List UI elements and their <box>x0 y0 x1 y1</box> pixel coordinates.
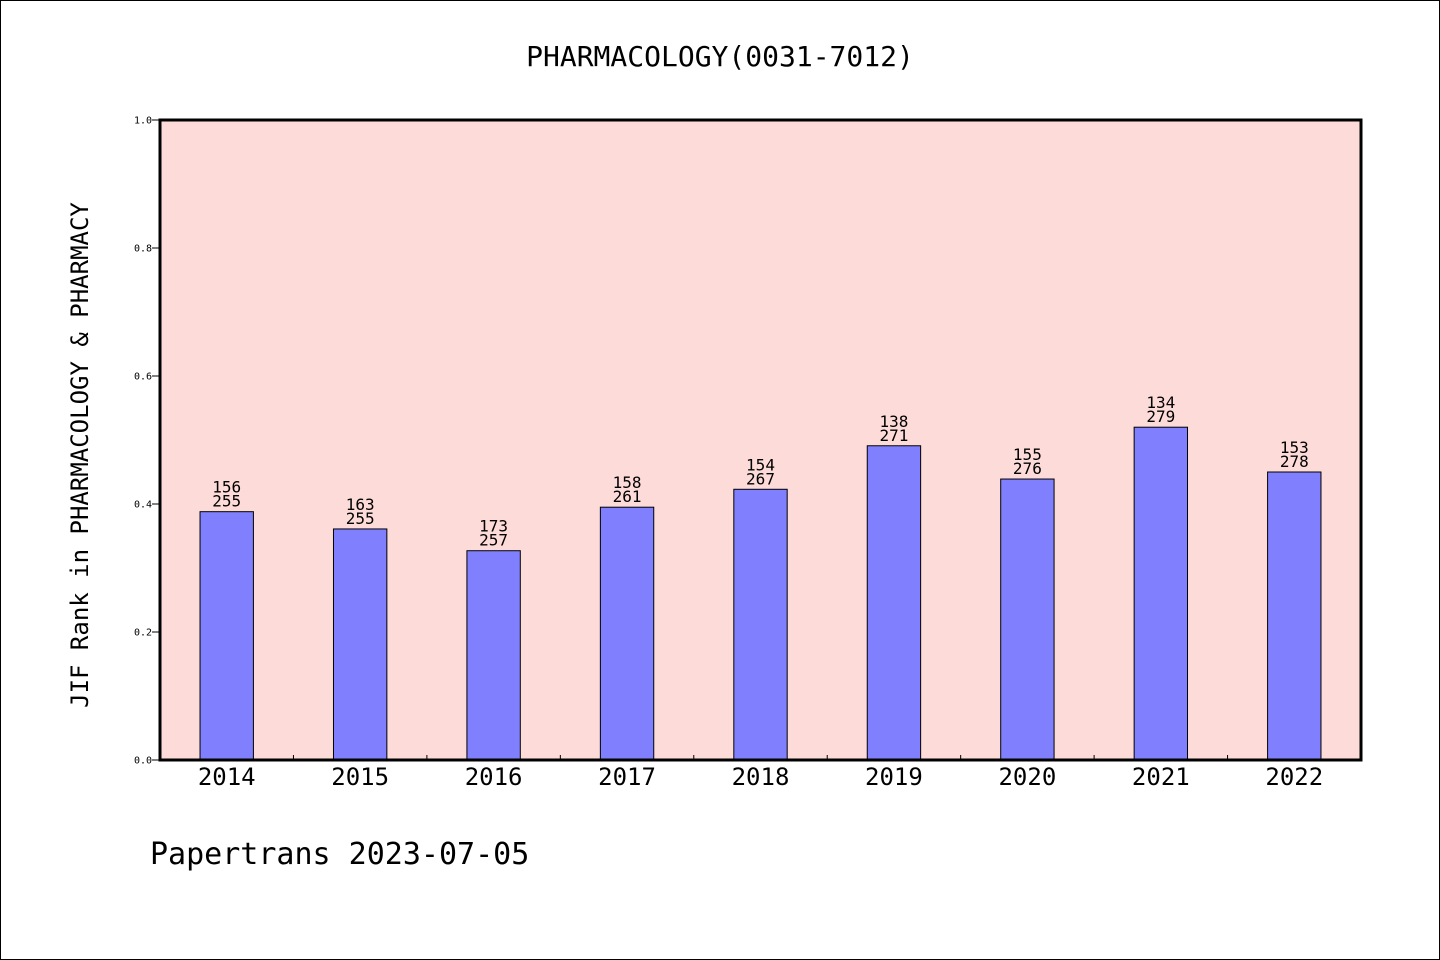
bar-rank-label-2021: 134 <box>1146 393 1175 412</box>
y-tick-label: 0.6 <box>134 372 152 383</box>
chart-title: PHARMACOLOGY(0031-7012) <box>526 40 914 73</box>
bar-rank-label-2016: 173 <box>479 517 508 536</box>
y-axis: 0.0 0.2 0.4 0.6 0.8 1.0 <box>134 116 160 767</box>
bar-2018 <box>733 488 788 761</box>
bar-rank-label-2017: 158 <box>613 473 642 492</box>
x-tick-label-2016: 2016 <box>465 763 523 791</box>
bar-total-label-2014: 255 <box>212 492 241 511</box>
bar-total-label-2016: 257 <box>479 531 508 550</box>
bar-total-label-2019: 271 <box>879 426 908 445</box>
y-tick-label: 0.0 <box>134 756 152 767</box>
y-tick-label: 1.0 <box>134 116 152 127</box>
bar-2021 <box>1133 426 1189 761</box>
y-tick-label: 0.2 <box>134 628 152 639</box>
bar-rank-label-2019: 138 <box>879 412 908 431</box>
bar-2020 <box>1000 478 1055 761</box>
bars-layer <box>199 426 1322 761</box>
x-tick-label-2020: 2020 <box>998 763 1056 791</box>
x-tick-label-2015: 2015 <box>331 763 389 791</box>
bar-total-label-2022: 278 <box>1280 452 1309 471</box>
bar-2014 <box>199 511 254 761</box>
x-tick-label-2018: 2018 <box>732 763 790 791</box>
y-tick-label: 0.4 <box>134 500 152 511</box>
plot-border <box>158 118 1363 762</box>
x-tick-label-2014: 2014 <box>198 763 256 791</box>
y-tick-label: 0.8 <box>134 244 152 255</box>
bar-total-label-2017: 261 <box>613 487 642 506</box>
bar-total-label-2015: 255 <box>346 509 375 528</box>
y-axis-label: JIF Rank in PHARMACOLOGY & PHARMACY <box>66 202 94 708</box>
bar-rank-label-2018: 154 <box>746 455 775 474</box>
x-tick-label-2017: 2017 <box>598 763 656 791</box>
bar-total-label-2020: 276 <box>1013 459 1042 478</box>
bar-rank-label-2014: 156 <box>212 478 241 497</box>
x-tick-label-2019: 2019 <box>865 763 923 791</box>
bar-rank-label-2015: 163 <box>346 495 375 514</box>
bar-total-label-2018: 267 <box>746 469 775 488</box>
x-axis: 2014 2015 2016 2017 2018 2019 2020 2021 2022 <box>198 755 1323 791</box>
bar-2015 <box>332 528 388 761</box>
bar-rank-label-2020: 155 <box>1013 445 1042 464</box>
bar-2022 <box>1267 471 1322 761</box>
x-tick-label-2022: 2022 <box>1265 763 1323 791</box>
bar-rank-label-2022: 153 <box>1280 438 1309 457</box>
bar-total-label-2021: 279 <box>1146 407 1175 426</box>
bar-2016 <box>466 550 521 761</box>
bar-2017 <box>599 506 655 761</box>
bar-2019 <box>866 445 922 761</box>
x-tick-label-2021: 2021 <box>1132 763 1190 791</box>
footer-credit: Papertrans 2023-07-05 <box>150 837 529 872</box>
